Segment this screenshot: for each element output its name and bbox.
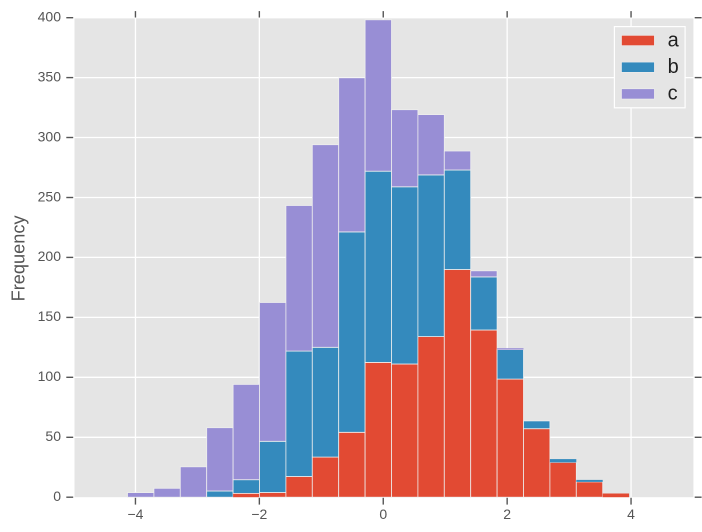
svg-text:150: 150 (38, 308, 62, 324)
svg-text:0: 0 (379, 506, 387, 522)
svg-text:100: 100 (38, 368, 62, 384)
svg-text:250: 250 (38, 188, 62, 204)
svg-text:50: 50 (45, 428, 61, 444)
svg-text:0: 0 (53, 488, 61, 504)
svg-text:300: 300 (38, 128, 62, 144)
svg-text:200: 200 (38, 248, 62, 264)
svg-text:Frequency: Frequency (9, 215, 29, 302)
svg-text:−4: −4 (127, 506, 143, 522)
svg-text:4: 4 (627, 506, 635, 522)
svg-text:a: a (668, 30, 680, 52)
svg-text:−2: −2 (251, 506, 267, 522)
svg-text:c: c (668, 83, 678, 105)
svg-text:2: 2 (503, 506, 511, 522)
svg-text:b: b (668, 56, 679, 78)
svg-text:350: 350 (38, 68, 62, 84)
svg-text:400: 400 (38, 9, 62, 25)
